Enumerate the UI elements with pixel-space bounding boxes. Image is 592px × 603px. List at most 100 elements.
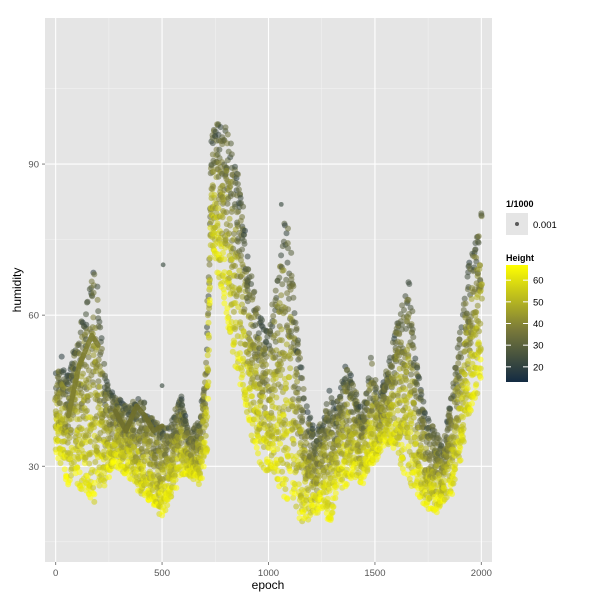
size-legend-dot [515,222,519,226]
data-point [456,329,463,336]
data-point [219,214,226,221]
data-point [90,484,97,491]
data-point [385,370,392,376]
data-point [388,362,395,369]
data-point [182,417,189,424]
data-point [78,426,85,433]
data-point [403,399,410,406]
data-point [372,377,379,383]
data-point [271,387,278,394]
data-point [467,340,474,346]
data-point [150,473,157,480]
data-point [226,230,233,237]
data-point [202,432,209,439]
data-point [60,367,67,374]
data-point [426,457,433,464]
data-point [205,395,211,402]
data-point [203,447,210,454]
data-point [414,364,420,371]
data-point [478,210,485,217]
data-point [295,395,302,402]
data-point [464,273,471,280]
data-point [203,409,210,416]
data-point [288,249,295,256]
data-point [274,330,281,337]
data-point [477,320,484,327]
data-point [457,457,464,464]
data-point [230,245,237,252]
data-point [440,484,447,491]
data-point [217,124,224,131]
data-point [267,328,273,334]
data-point [475,239,482,246]
data-point [203,359,210,366]
data-point [277,372,284,379]
data-point [399,321,405,328]
data-point [274,446,281,452]
data-point [414,381,421,388]
data-point [109,431,116,437]
data-point [220,249,226,256]
data-point [102,372,108,379]
data-point [272,287,279,294]
data-point [221,290,228,297]
data-point [87,438,94,445]
data-point [285,306,292,313]
data-point [295,385,302,392]
data-point [279,366,286,373]
data-point [256,335,263,342]
data-point [162,507,169,514]
data-point [279,281,286,288]
data-point [236,285,243,292]
data-point [172,476,179,483]
data-point [290,396,296,403]
data-point [307,414,314,421]
data-point [405,296,412,303]
data-point [81,456,88,463]
data-point [95,378,102,385]
data-point [278,337,285,344]
data-point [309,425,316,432]
data-point [214,222,221,229]
data-point [242,227,248,234]
outlier-point [160,262,166,268]
data-point [300,409,307,416]
data-point [477,262,483,269]
data-point [290,283,297,290]
y-tick-label: 90 [28,160,39,171]
data-point [294,341,301,348]
data-point [283,230,290,237]
data-point [283,380,289,387]
data-point [326,387,333,394]
data-point [243,396,250,403]
data-point [288,272,295,279]
data-point [273,394,280,401]
x-axis-title: epoch [252,578,285,592]
colorbar-ticks: 20 30 40 50 60 [506,276,544,373]
data-point [91,491,98,498]
data-point [76,340,82,347]
data-point [399,302,406,309]
data-point [272,297,279,304]
data-point [202,401,209,407]
data-point [474,302,481,309]
data-point [203,421,209,428]
data-point [420,398,427,405]
data-point [205,347,212,354]
data-point [443,494,450,501]
data-point [241,240,248,247]
data-point [355,469,362,476]
data-point [221,269,228,276]
colorbar-tick-label: 20 [533,362,544,373]
size-legend-title: 1/1000 [506,199,534,209]
data-point [58,353,65,360]
data-point [347,372,354,379]
data-point [283,384,289,391]
data-point [366,387,372,394]
data-point [228,319,235,325]
data-point [270,415,277,422]
data-point [80,370,86,377]
data-point [147,437,154,444]
data-point [477,374,484,381]
data-point [350,382,356,389]
